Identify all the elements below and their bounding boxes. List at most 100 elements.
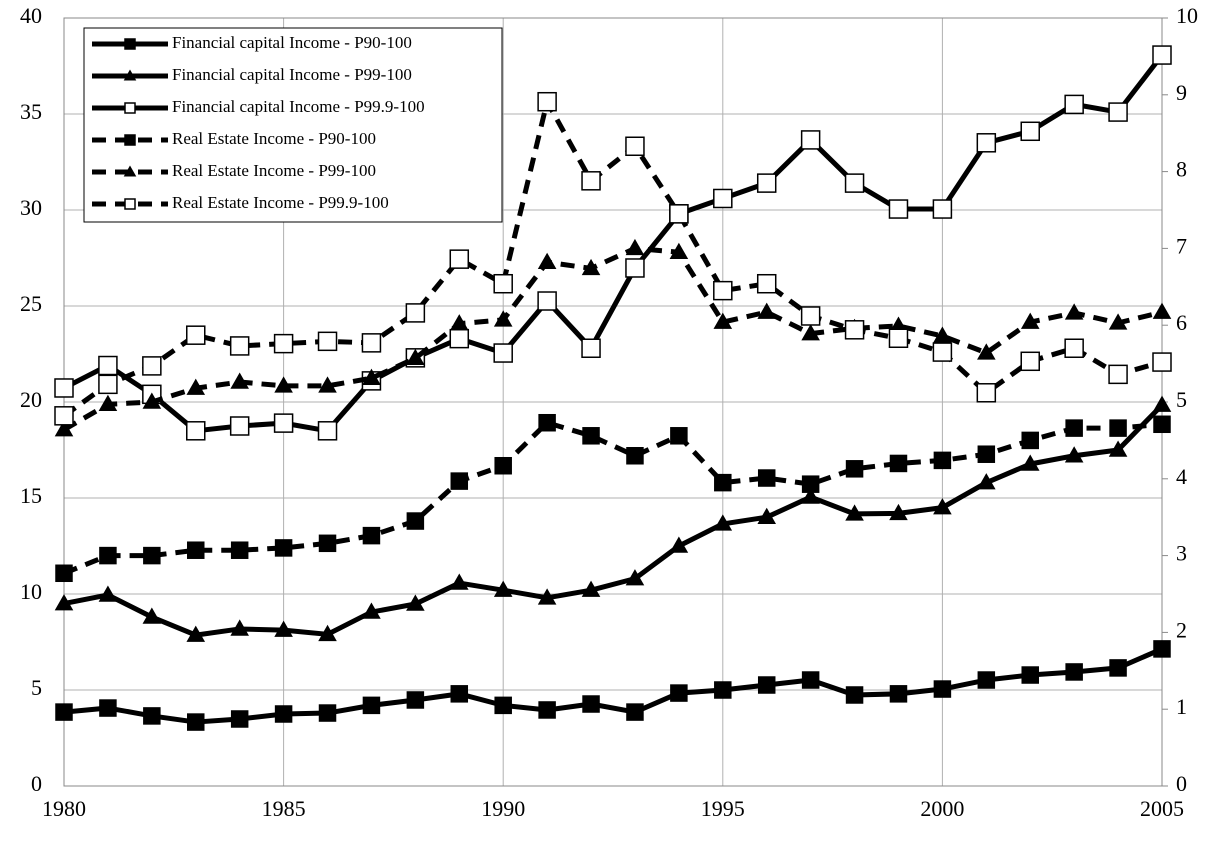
marker (581, 171, 601, 191)
marker (757, 676, 776, 694)
marker (581, 338, 601, 358)
marker (54, 406, 74, 426)
marker (54, 378, 74, 398)
legend-label: Financial capital Income - P99.9-100 (172, 97, 425, 116)
marker (449, 249, 470, 269)
y2-tick-label: 3 (1176, 541, 1187, 566)
marker (801, 671, 820, 689)
legend-label: Real Estate Income - P99.9-100 (172, 193, 389, 212)
marker (757, 507, 777, 524)
marker (362, 526, 381, 545)
legend-marker (124, 198, 136, 210)
y2-tick-label: 10 (1176, 3, 1198, 28)
marker (187, 713, 205, 731)
marker (625, 136, 645, 157)
marker (142, 607, 162, 624)
marker (230, 710, 249, 728)
marker (625, 238, 645, 256)
marker (449, 573, 469, 590)
marker (1020, 312, 1040, 329)
marker (1152, 395, 1172, 412)
marker (317, 331, 338, 352)
marker (670, 684, 688, 702)
marker (318, 376, 337, 393)
marker (582, 427, 600, 445)
marker (933, 326, 952, 343)
marker (142, 392, 162, 409)
marker (977, 445, 996, 463)
marker (800, 130, 821, 150)
marker (713, 280, 733, 301)
legend-marker (123, 165, 137, 177)
marker (845, 460, 864, 478)
marker (143, 707, 161, 725)
marker (318, 704, 337, 722)
marker (317, 421, 338, 441)
marker (54, 420, 74, 437)
marker (494, 696, 512, 715)
marker (98, 374, 118, 395)
marker (889, 454, 908, 473)
legend-label: Financial capital Income - P99-100 (172, 65, 412, 84)
marker (1108, 102, 1128, 122)
marker (98, 585, 118, 602)
marker (713, 514, 733, 531)
marker (581, 258, 601, 276)
marker (362, 696, 381, 715)
x-tick-label: 1995 (701, 796, 745, 821)
marker (1108, 364, 1128, 385)
marker (1065, 663, 1083, 681)
marker (274, 376, 293, 393)
y-tick-label: 40 (20, 3, 42, 28)
marker (55, 564, 73, 583)
x-tick-label: 1980 (42, 796, 86, 821)
marker (932, 199, 953, 219)
marker (844, 320, 865, 340)
marker (582, 695, 600, 713)
marker (888, 199, 909, 219)
marker (274, 620, 293, 637)
y2-tick-label: 2 (1176, 617, 1187, 642)
marker (977, 671, 996, 689)
marker (273, 333, 294, 354)
marker (1108, 440, 1128, 457)
marker (714, 473, 732, 492)
marker (669, 536, 689, 553)
marker (54, 594, 74, 611)
marker (230, 541, 249, 559)
marker (450, 472, 469, 490)
marker (933, 680, 952, 698)
y-tick-label: 0 (31, 771, 42, 796)
y-tick-label: 10 (20, 579, 42, 604)
legend-label: Real Estate Income - P99-100 (172, 161, 376, 180)
marker (669, 242, 689, 259)
marker (1153, 415, 1171, 434)
y-tick-label: 15 (20, 483, 42, 508)
marker (713, 188, 733, 209)
series-line (63, 646, 1163, 725)
marker (1064, 338, 1084, 358)
marker (362, 602, 381, 619)
marker (933, 451, 952, 470)
marker (1020, 454, 1040, 471)
marker (976, 383, 997, 403)
marker (494, 456, 512, 475)
legend-label: Financial capital Income - P90-100 (172, 33, 412, 52)
marker (1153, 640, 1171, 658)
marker (361, 333, 382, 353)
marker (845, 686, 864, 704)
marker (1020, 121, 1040, 142)
marker (625, 569, 645, 586)
marker (977, 473, 996, 490)
marker (229, 416, 250, 436)
marker (98, 355, 118, 376)
marker (99, 699, 117, 717)
marker (888, 328, 909, 349)
marker (1020, 351, 1040, 372)
marker (493, 273, 513, 294)
marker (714, 681, 732, 699)
marker (844, 173, 865, 193)
marker (186, 378, 206, 395)
marker (186, 421, 206, 441)
x-tick-label: 1985 (262, 796, 306, 821)
